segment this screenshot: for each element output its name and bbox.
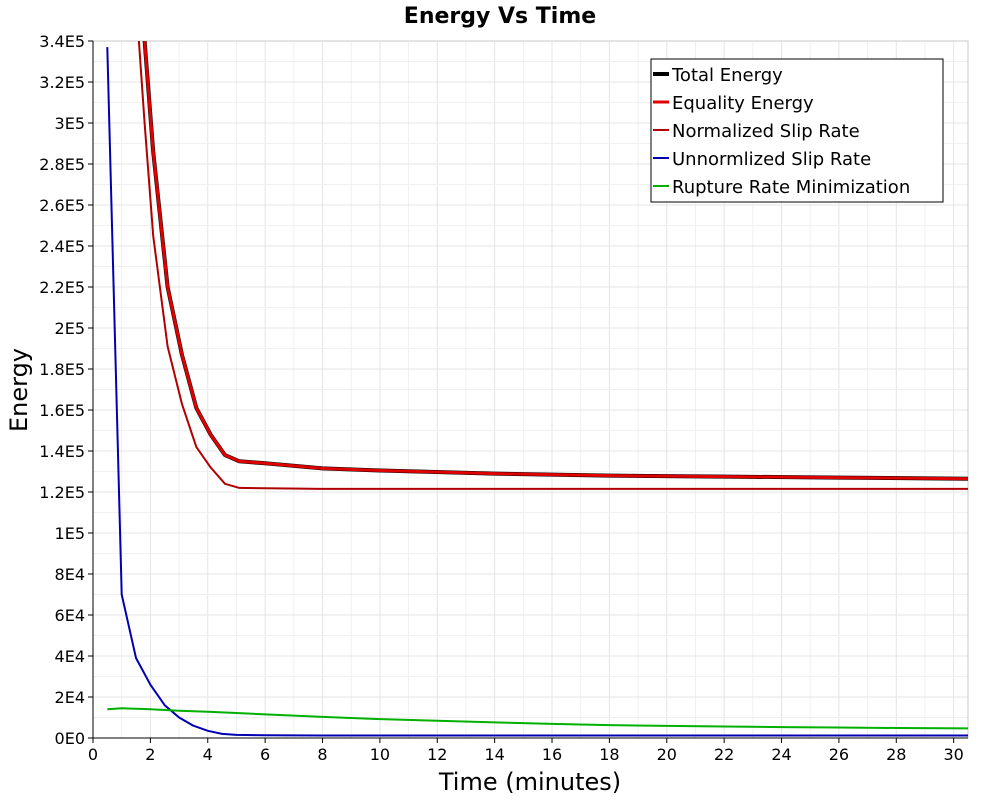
legend: Total Energy Equality Energy Normalized Sl… (650, 58, 944, 203)
y-tick-label: 2E5 (55, 319, 85, 338)
x-tick-label: 30 (943, 745, 963, 764)
x-tick-label: 2 (145, 745, 155, 764)
x-tick-label: 6 (260, 745, 270, 764)
y-tick-label: 6E4 (55, 606, 85, 625)
x-tick-label: 28 (886, 745, 906, 764)
x-tick-label: 0 (88, 745, 98, 764)
x-axis-label: Time (minutes) (438, 768, 621, 796)
x-tick-label: 18 (599, 745, 619, 764)
y-tick-label: 1.8E5 (39, 360, 85, 379)
x-tick-label: 16 (542, 745, 562, 764)
series-line-unnormlized-slip-rate (106, 47, 968, 737)
y-tick-label: 0E0 (55, 729, 85, 748)
y-tick-label: 1.2E5 (39, 483, 85, 502)
x-tick-label: 20 (657, 745, 677, 764)
y-tick-label: 8E4 (55, 565, 85, 584)
y-axis-label: Energy (5, 348, 33, 432)
x-tick-label: 24 (771, 745, 791, 764)
x-tick-label: 14 (484, 745, 504, 764)
y-tick-label: 3E5 (55, 114, 85, 133)
series-line-normalized-slip-rate (137, 41, 968, 490)
y-tick-label: 1.6E5 (39, 401, 85, 420)
y-tick-label: 2E4 (55, 688, 85, 707)
x-tick-label: 4 (203, 745, 213, 764)
series-line-equality-energy (143, 41, 968, 481)
legend-label-unnormlized-slip-rate: Unnormlized Slip Rate (672, 149, 871, 170)
y-tick-label: 2.4E5 (39, 237, 85, 256)
series-line-rupture-rate-minimization (107, 707, 968, 730)
y-tick-label: 1E5 (55, 524, 85, 543)
x-tick-label: 10 (370, 745, 390, 764)
x-tick-label: 12 (427, 745, 447, 764)
y-tick-label: 2.6E5 (39, 196, 85, 215)
chart-title: Energy Vs Time (404, 4, 596, 29)
legend-box (650, 58, 944, 203)
x-tick-label: 26 (829, 745, 849, 764)
y-axis-ticks: 0E0 2E4 4E4 6E4 8E4 1E5 1.2E5 1.4E5 1.6E5 1.8E5 2E… (39, 32, 93, 748)
grid (93, 40, 968, 738)
y-tick-label: 1.4E5 (39, 442, 85, 461)
y-tick-label: 2.2E5 (39, 278, 85, 297)
x-axis-ticks: 0 2 4 6 8 10 12 14 16 18 20 22 24 26 28 30 (88, 738, 964, 764)
y-tick-label: 2.8E5 (39, 155, 85, 174)
y-tick-label: 4E4 (55, 647, 85, 666)
x-tick-label: 8 (317, 745, 327, 764)
legend-label-total-energy: Total Energy (671, 65, 783, 86)
x-tick-label: 22 (714, 745, 734, 764)
series-layer (106, 41, 968, 737)
y-tick-label: 3.4E5 (39, 32, 85, 51)
legend-label-equality-energy: Equality Energy (672, 93, 814, 114)
legend-label-rupture-rate-minimization: Rupture Rate Minimization (672, 177, 910, 198)
legend-label-normalized-slip-rate: Normalized Slip Rate (672, 121, 860, 142)
y-tick-label: 3.2E5 (39, 73, 85, 92)
